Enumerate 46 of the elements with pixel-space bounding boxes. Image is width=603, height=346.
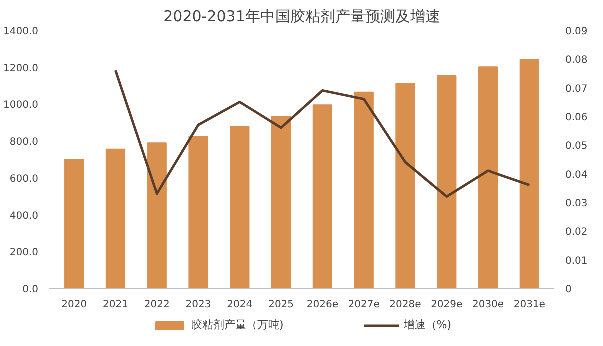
bar <box>354 92 374 288</box>
bar <box>478 66 498 288</box>
x-tick-label: 2024 <box>227 300 253 310</box>
y-tick-label: 200.0 <box>10 248 39 259</box>
y2-tick-label: 0.06 <box>566 112 588 124</box>
y-tick-label: 400.0 <box>10 210 39 222</box>
chart-title: 2020-2031年中国胶粘剂产量预测及增速 <box>164 8 440 26</box>
x-tick-label: 2022 <box>144 300 170 310</box>
x-tick-label: 2026e <box>306 300 339 310</box>
y2-tick-label: 0.03 <box>566 198 588 210</box>
x-tick-label: 2023 <box>186 300 212 310</box>
y2-tick-label: 0 <box>566 284 572 296</box>
y-tick-label: 0.0 <box>22 284 39 296</box>
legend-label: 胶粘剂产量（万吨) <box>191 318 284 332</box>
bar <box>188 136 208 288</box>
y2-tick-label: 0.02 <box>566 227 588 238</box>
bar <box>520 59 540 288</box>
x-tick-label: 2025 <box>268 300 294 310</box>
x-tick-label: 2021 <box>103 300 128 310</box>
y-tick-label: 1400.0 <box>4 26 39 38</box>
x-tick-label: 2030e <box>472 300 504 310</box>
bar <box>106 148 126 288</box>
line-series <box>114 69 531 198</box>
x-tick-label: 2020 <box>62 300 88 310</box>
legend-label: 增速（%) <box>404 318 452 332</box>
y2-tick-label: 0.01 <box>566 256 588 267</box>
x-tick-label: 2031e <box>514 300 546 310</box>
y2-tick-label: 0.08 <box>566 55 588 66</box>
y-tick-label: 1200.0 <box>4 63 39 74</box>
bar <box>396 83 416 288</box>
y-tick-label: 800.0 <box>10 137 39 148</box>
x-tick-label: 2028e <box>390 300 422 310</box>
x-tick-label: 2027e <box>348 300 380 310</box>
y-tick-label: 600.0 <box>10 174 39 185</box>
y2-tick-label: 0.07 <box>566 84 588 95</box>
bar <box>147 142 167 288</box>
x-tick-label: 2029e <box>431 300 463 310</box>
y2-tick-label: 0.05 <box>566 141 588 152</box>
y2-tick-label: 0.09 <box>566 26 588 38</box>
bar <box>230 126 250 288</box>
bar <box>437 76 457 288</box>
y-tick-label: 1000.0 <box>4 100 39 112</box>
bar <box>312 104 333 288</box>
bar <box>271 116 292 288</box>
y2-tick-label: 0.04 <box>566 170 588 181</box>
bar <box>64 159 84 288</box>
